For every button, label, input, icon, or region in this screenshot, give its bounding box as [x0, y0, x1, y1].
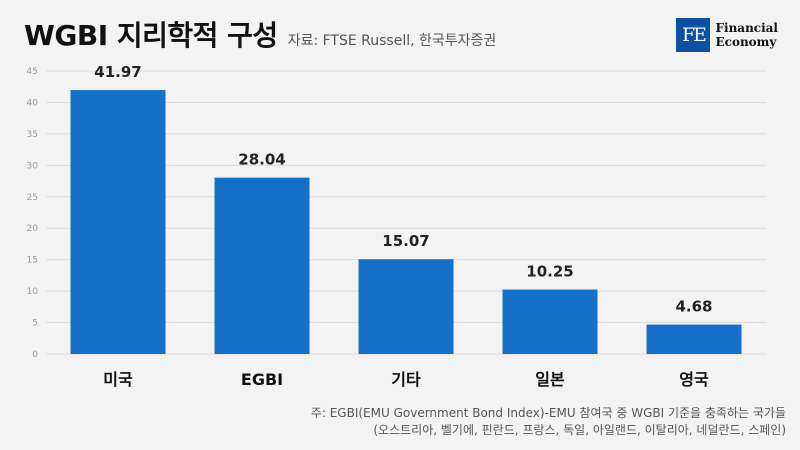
bar [358, 259, 454, 354]
y-tick-label: 0 [32, 350, 38, 360]
category-label: 일본 [535, 370, 565, 389]
footnote: 주: EGBI(EMU Government Bond Index)-EMU 참… [311, 405, 786, 439]
footnote-line-1: 주: EGBI(EMU Government Bond Index)-EMU 참… [310, 406, 786, 420]
y-tick-label: 5 [32, 319, 38, 329]
logo-line-2: Economy [715, 35, 777, 49]
y-tick-label: 30 [27, 161, 39, 171]
title-row: WGBI 지리학적 구성 자료: FTSE Russell, 한국투자증권 [24, 14, 496, 54]
y-tick-label: 40 [27, 98, 39, 108]
bar [70, 90, 166, 355]
y-tick-label: 20 [27, 224, 39, 234]
source-note: 자료: FTSE Russell, 한국투자증권 [287, 33, 497, 49]
data-label: 15.07 [382, 232, 429, 250]
data-label: 28.04 [238, 151, 285, 169]
logo-text: Financial Economy [715, 21, 778, 49]
data-label: 41.97 [94, 63, 141, 81]
chart-title: WGBI 지리학적 구성 [24, 19, 278, 52]
y-tick-label: 25 [27, 193, 38, 203]
logo-line-1: Financial [715, 21, 778, 35]
category-label: EGBI [241, 370, 283, 389]
y-tick-label: 35 [27, 130, 38, 140]
category-label: 기타 [391, 370, 421, 389]
data-label: 4.68 [675, 298, 712, 316]
logo-mark: FE [676, 18, 711, 52]
y-tick-label: 15 [27, 256, 38, 266]
bar [214, 177, 310, 354]
category-label: 미국 [103, 370, 133, 389]
bar [502, 289, 598, 354]
category-label: 영국 [679, 370, 709, 389]
data-label: 10.25 [526, 263, 573, 281]
y-tick-label: 10 [27, 287, 39, 297]
y-tick-label: 45 [27, 67, 38, 77]
bar [646, 324, 742, 354]
footnote-line-2: (오스트리아, 벨기에, 핀란드, 프랑스, 독일, 아일랜드, 이탈리아, 네… [373, 423, 786, 437]
brand-logo: FE Financial Economy [676, 18, 778, 52]
